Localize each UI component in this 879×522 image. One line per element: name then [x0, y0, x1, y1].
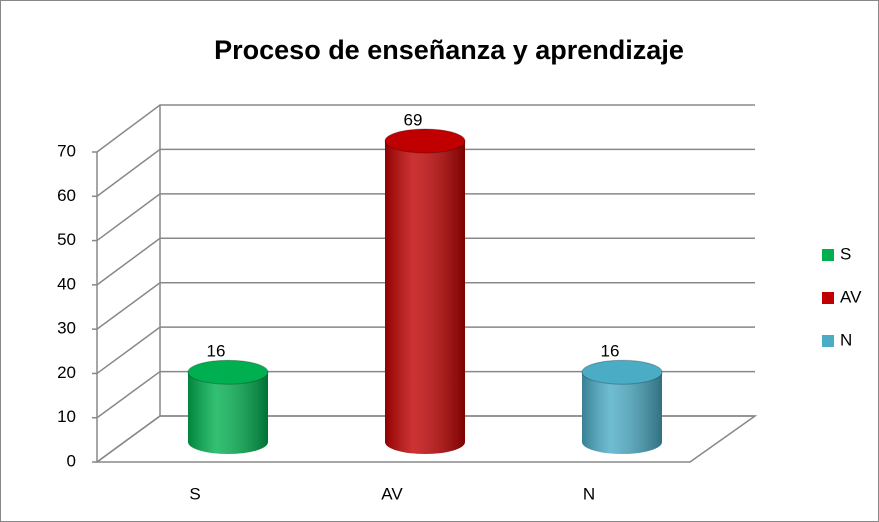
- legend-swatch: [822, 335, 834, 347]
- legend-label: AV: [840, 287, 862, 306]
- grid-line: [96, 148, 755, 197]
- y-tick-label: 20: [57, 363, 76, 382]
- bar-shade: [385, 141, 465, 454]
- grid-line: [96, 415, 755, 463]
- y-tick-label: 40: [57, 274, 76, 293]
- y-tick-label: 70: [57, 141, 76, 160]
- data-label: 16: [601, 342, 620, 361]
- bar-top: [384, 128, 466, 154]
- grid-line: [96, 193, 755, 242]
- y-tick-label: 0: [67, 451, 76, 470]
- y-tick-label: 60: [57, 186, 76, 205]
- y-tick-label: 50: [57, 230, 76, 249]
- data-label: 16: [207, 342, 226, 361]
- chart-title: Proceso de enseñanza y aprendizaje: [214, 35, 684, 65]
- legend-label: N: [840, 330, 852, 349]
- x-tick-label: S: [189, 484, 200, 503]
- legend-swatch: [822, 249, 834, 261]
- bar-top: [187, 359, 269, 385]
- legend-label: S: [840, 244, 851, 263]
- grid-line: [96, 104, 755, 153]
- bar-shade: [188, 372, 268, 454]
- bar-shade: [582, 372, 662, 454]
- grid-line: [96, 326, 755, 375]
- y-tick-label: 10: [57, 407, 76, 426]
- bar-top: [581, 359, 663, 385]
- x-tick-label: AV: [381, 484, 403, 503]
- grid-line: [96, 281, 755, 330]
- x-tick-label: N: [583, 484, 595, 503]
- grid-line: [96, 370, 755, 419]
- grid-line: [96, 237, 755, 286]
- data-label: 69: [404, 110, 423, 129]
- y-tick-label: 30: [57, 319, 76, 338]
- legend-swatch: [822, 292, 834, 304]
